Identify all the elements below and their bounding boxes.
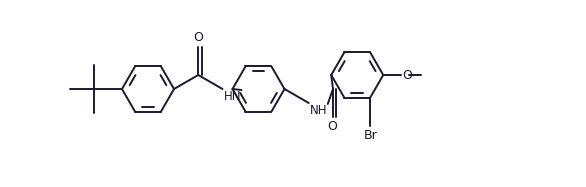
Text: Br: Br <box>363 128 377 142</box>
Text: O: O <box>327 120 337 133</box>
Text: NH: NH <box>310 104 327 117</box>
Text: O: O <box>402 68 412 82</box>
Text: O: O <box>193 31 203 44</box>
Text: HN: HN <box>223 90 241 103</box>
